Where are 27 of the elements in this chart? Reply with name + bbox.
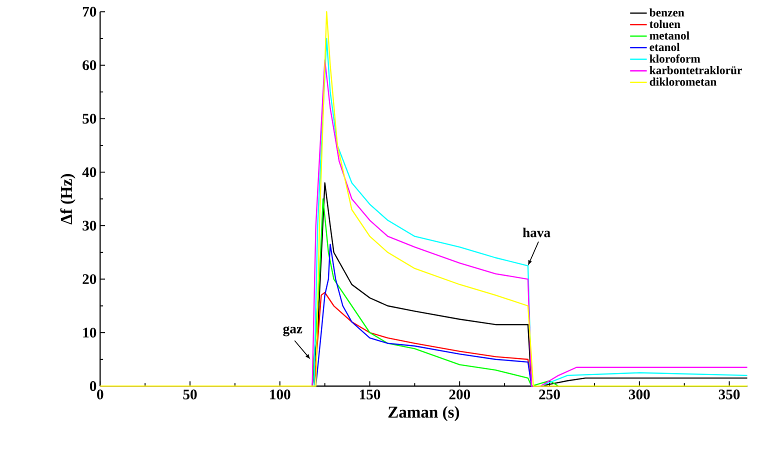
y-tick-label: 20 (82, 274, 96, 284)
y-tick-label: 40 (82, 167, 96, 178)
y-tick-label: 30 (82, 220, 96, 231)
legend-label: toluen (650, 20, 680, 28)
y-axis-title: Δf (Hz) (60, 174, 76, 225)
legend-label: diklorometan (650, 78, 716, 86)
y-tick-label: 0 (90, 381, 96, 392)
y-tick-label: 60 (82, 60, 96, 70)
x-tick-label: 250 (539, 390, 560, 400)
legend-label: karbontetraklorür (650, 66, 742, 74)
x-tick-label: 50 (183, 390, 197, 400)
x-tick-label: 300 (628, 390, 650, 400)
legend-label: etanol (650, 43, 680, 52)
annotation: gaz (283, 326, 302, 336)
x-tick-label: 150 (360, 390, 380, 400)
y-tick-label: 70 (82, 7, 96, 17)
x-axis-title: Zaman (s) (388, 406, 460, 422)
x-tick-label: 200 (449, 390, 470, 400)
legend-label: benzen (650, 8, 684, 17)
x-tick-label: 100 (270, 390, 290, 400)
x-tick-label: 0 (97, 390, 104, 400)
annotation: hava (522, 228, 550, 238)
legend-label: metanol (650, 32, 690, 40)
legend-label: kloroform (650, 54, 700, 63)
y-tick-label: 10 (83, 328, 96, 338)
x-tick-label: 350 (718, 390, 740, 400)
y-tick-label: 50 (82, 114, 96, 124)
